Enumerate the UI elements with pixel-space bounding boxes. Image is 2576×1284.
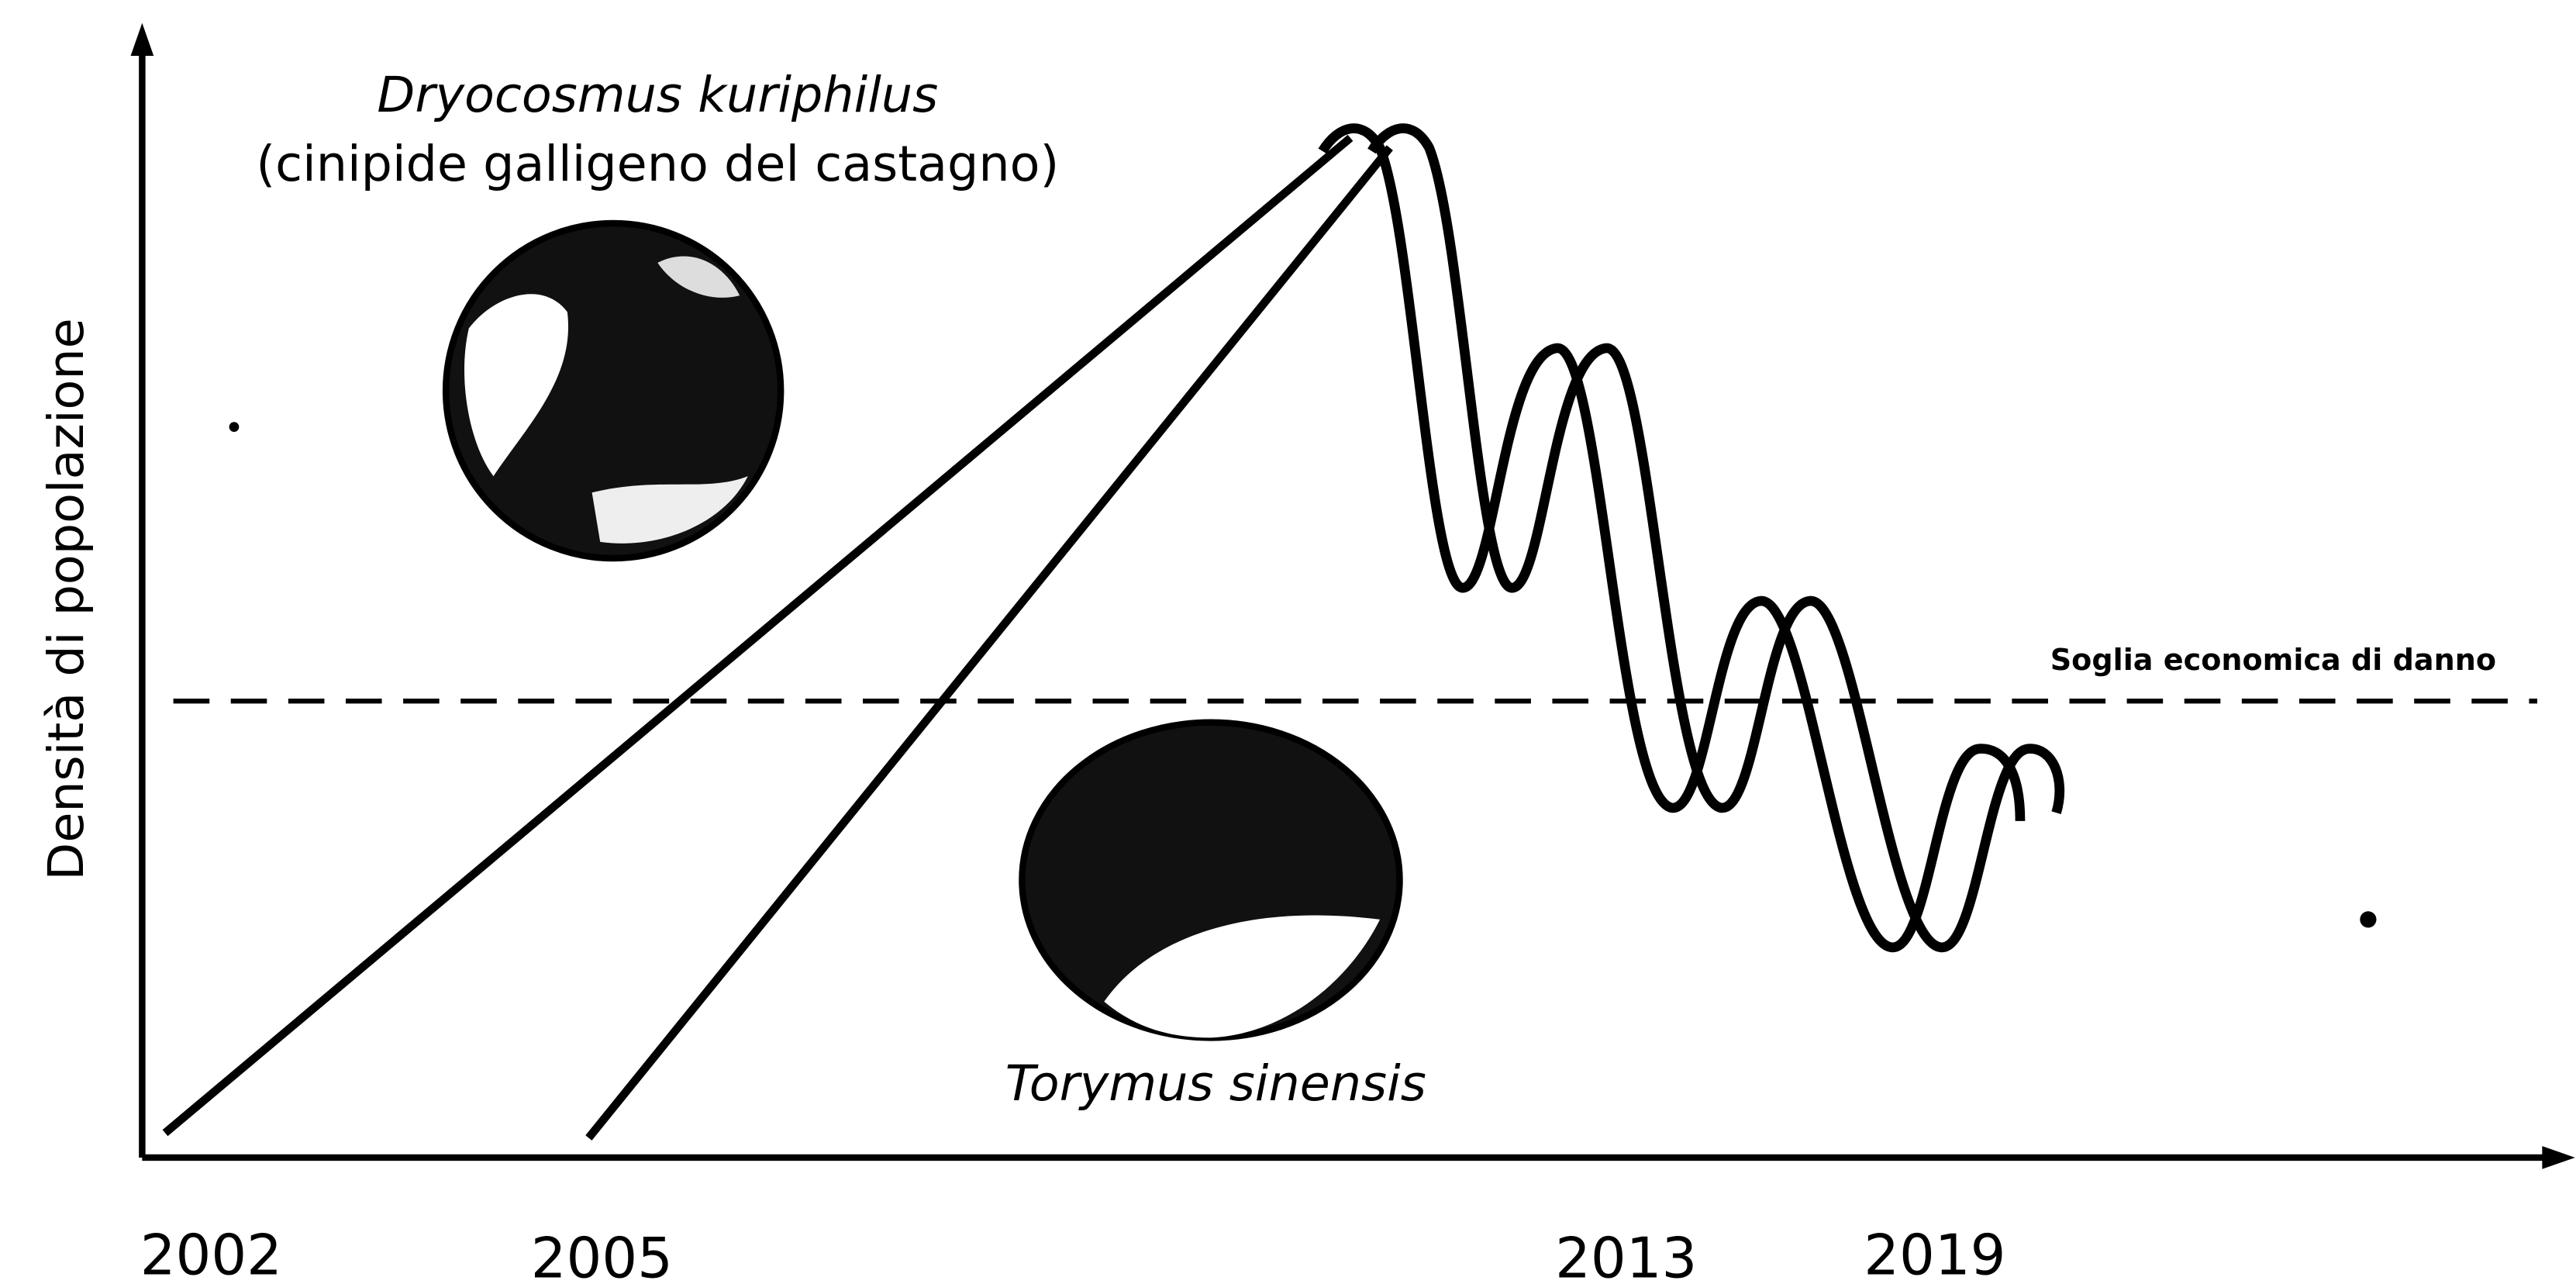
page: {"y_axis_label": "Densità di popolazione…: [0, 0, 2576, 1284]
diagram: Soglia economica di danno Dryocosmus kur…: [0, 0, 2576, 1284]
parasitoid-photo: [1022, 723, 1399, 1038]
oscillations: [1322, 128, 2060, 947]
parasitoid-name: Torymus sinensis: [1005, 1054, 1426, 1112]
pest-name: Dryocosmus kuriphilus: [377, 66, 938, 123]
speck: [229, 422, 240, 432]
axes: [142, 46, 2558, 1158]
y-axis-label: Densità di popolazione: [37, 318, 95, 880]
year-label: 2013: [1555, 1226, 1697, 1284]
pest-photo: [446, 223, 781, 558]
y-arrow: [131, 23, 154, 56]
pest-common-name: (cinipide galligeno del castagno): [256, 135, 1059, 192]
x-arrow: [2542, 1146, 2574, 1169]
speck: [2360, 911, 2376, 927]
year-label: 2005: [531, 1226, 673, 1284]
year-label: 2019: [1864, 1222, 2005, 1284]
threshold-label: Soglia economica di danno: [2050, 643, 2496, 677]
parasitoid-curve: [1372, 128, 2060, 947]
year-label: 2002: [140, 1222, 282, 1284]
pest-curve: [1322, 128, 2020, 947]
